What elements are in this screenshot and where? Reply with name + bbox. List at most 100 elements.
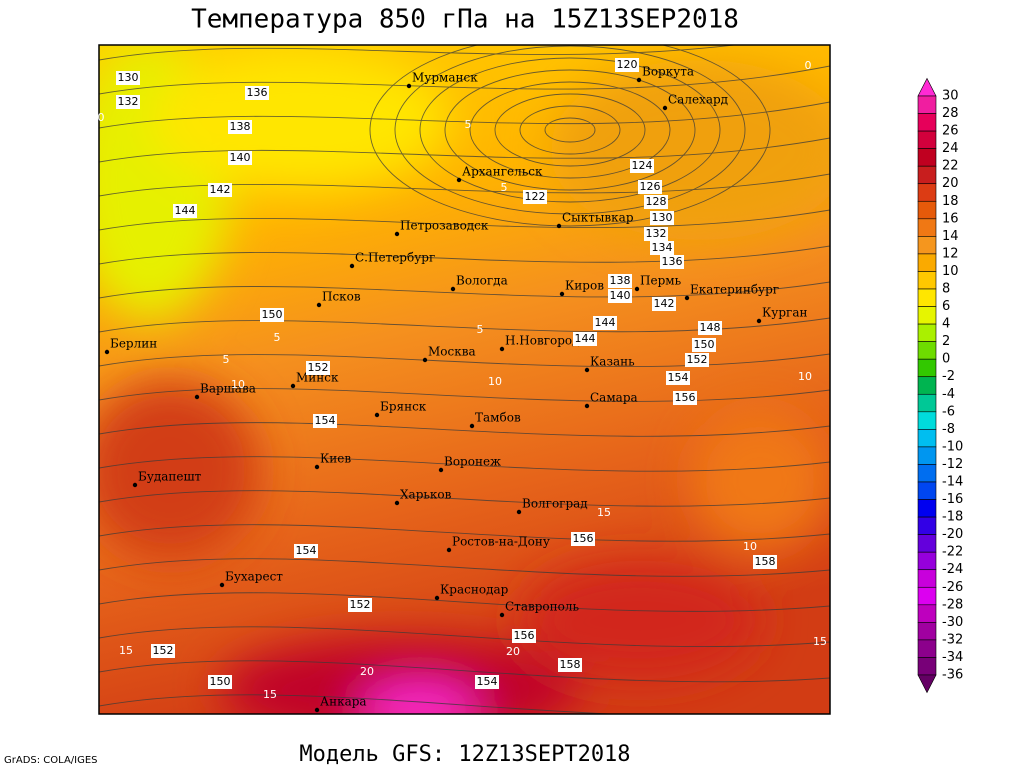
isobar	[369, 45, 771, 227]
colorbar-label: 30	[942, 89, 959, 104]
contour-label-box	[685, 353, 709, 367]
isobar	[469, 81, 671, 179]
city-dot	[422, 357, 428, 363]
isobar	[419, 57, 721, 203]
colorbar-segment	[917, 622, 937, 641]
streamline	[99, 45, 739, 61]
isotherm-label: 5	[465, 118, 472, 131]
colorbar-segment	[917, 130, 937, 149]
contour-label-box	[116, 95, 140, 109]
colorbar-segment	[917, 657, 937, 676]
colorbar-segment	[917, 586, 937, 606]
contour-label: 150	[210, 675, 231, 688]
colorbar-label: -30	[942, 615, 963, 630]
contour-label: 142	[654, 297, 675, 310]
city-label: Варшава	[200, 382, 256, 396]
city-dot	[349, 263, 355, 269]
contour-label: 158	[560, 658, 581, 671]
city-dot	[556, 223, 562, 229]
title: Температура 850 гПа на 15Z13SEP2018	[191, 5, 739, 35]
isotherm-label: 10	[231, 378, 245, 391]
city-label: Екатеринбург	[690, 283, 779, 297]
isotherm-label: 5	[501, 181, 508, 194]
colorbar-label: 6	[942, 299, 950, 314]
isotherm-label: 0	[98, 111, 105, 124]
colorbar-bottom	[917, 674, 937, 694]
contour-label: 154	[296, 544, 317, 557]
colorbar-segment	[917, 464, 937, 483]
colorbar-label: 8	[942, 282, 950, 297]
streamline	[99, 422, 830, 437]
city-label: Харьков	[400, 488, 452, 502]
city-dot	[456, 177, 462, 183]
colorbar-segment	[917, 218, 937, 237]
city-label: Самара	[590, 391, 638, 405]
model-caption: Модель GFS: 12Z13SEPT2018	[299, 742, 630, 767]
city-dot	[636, 77, 642, 83]
colorbar-label: -10	[942, 439, 963, 454]
contour-label-box	[608, 274, 632, 288]
isotherm-label: 5	[477, 323, 484, 336]
city-label: Архангельск	[462, 165, 543, 179]
contour-label: 138	[610, 274, 631, 287]
isobar	[444, 69, 696, 191]
city-dot	[516, 509, 522, 515]
streamline	[99, 660, 830, 683]
colorbar-segment	[917, 358, 937, 378]
streamline	[99, 626, 830, 648]
isotherm-label: 10	[798, 370, 812, 383]
colorbar-label: -26	[942, 580, 963, 595]
colorbar-segment	[917, 376, 937, 395]
colorbar-segment	[917, 534, 937, 553]
city-label: Мурманск	[412, 71, 478, 85]
colorbar-segment	[917, 341, 937, 360]
city-label: Киров	[565, 279, 604, 293]
contour-label: 144	[595, 316, 616, 329]
colorbar-segment	[917, 113, 937, 132]
contour-label: 154	[315, 414, 336, 427]
contour-label-box	[652, 297, 676, 311]
colorbar-segment	[917, 148, 937, 167]
contour-label-box	[228, 151, 252, 165]
city-dot	[499, 346, 505, 352]
contour-label-box	[644, 227, 668, 241]
city-label: С.Петербург	[355, 251, 435, 265]
colorbar-segment	[917, 393, 937, 413]
contour-label: 156	[573, 532, 594, 545]
colorbar-segment	[917, 446, 937, 465]
city-label: Бухарест	[225, 570, 283, 584]
isobar	[519, 105, 621, 155]
colorbar-segment	[917, 95, 937, 114]
colorbar-segment	[917, 551, 937, 571]
colorbar-label: -16	[942, 492, 963, 507]
contour-label-box	[698, 321, 722, 335]
city-label: Сыктывкар	[562, 211, 634, 225]
streamline	[99, 137, 830, 163]
isotherm-label: 20	[506, 645, 520, 658]
city-dot	[446, 547, 452, 553]
city-dot	[406, 83, 412, 89]
contour-label-box	[571, 532, 595, 546]
colorbar-label: 18	[942, 194, 959, 209]
city-dot	[499, 612, 505, 618]
streamline	[99, 592, 830, 612]
contour-label: 120	[617, 58, 638, 71]
colorbar-label: -4	[942, 387, 955, 402]
city-label: Воронеж	[444, 455, 501, 469]
contour-label: 134	[652, 241, 673, 254]
map-frame	[98, 44, 831, 715]
isobar	[394, 45, 746, 215]
credit: GrADS: COLA/IGES	[4, 755, 98, 766]
isotherm-label: 20	[360, 665, 374, 678]
city-dot	[559, 291, 565, 297]
colorbar-label: 20	[942, 176, 959, 191]
city-label: Анкара	[320, 695, 367, 709]
city-dot	[634, 286, 640, 292]
city-dot	[314, 707, 320, 713]
contour-label-box	[615, 58, 639, 72]
contour-label: 154	[668, 371, 689, 384]
contour-label-box	[666, 371, 690, 385]
isotherm-label: 0	[805, 59, 812, 72]
city-dot	[756, 318, 762, 324]
